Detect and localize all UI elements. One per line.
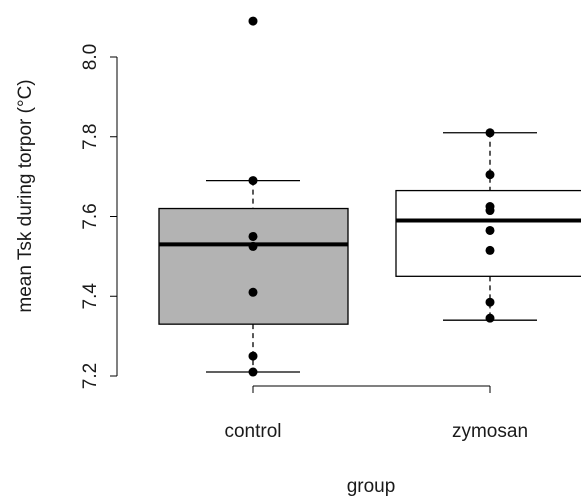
y-tick-label: 7.4: [80, 283, 101, 310]
data-point: [248, 367, 258, 377]
x-axis-title: group: [347, 476, 396, 496]
y-axis-title: mean Tsk during torpor (°C): [15, 79, 36, 312]
data-point: [485, 128, 495, 138]
x-tick-label: zymosan: [452, 421, 528, 442]
box-control: [158, 179, 349, 373]
iqr-box: [158, 207, 349, 325]
x-tick-label: control: [224, 421, 281, 442]
data-point: [248, 287, 258, 297]
data-point: [485, 297, 495, 307]
y-axis: 7.2 7.4 7.6 7.8 8.0: [80, 44, 118, 389]
data-points: [248, 16, 495, 377]
boxes: [158, 132, 581, 373]
data-point: [248, 16, 258, 26]
y-tick-label: 7.2: [80, 363, 101, 389]
data-point: [248, 176, 258, 186]
data-point: [485, 206, 495, 216]
y-tick-label: 7.6: [80, 203, 101, 229]
y-tick-label: 8.0: [80, 44, 101, 70]
data-point: [485, 225, 495, 235]
x-axis: control zymosan: [224, 385, 528, 442]
data-point: [485, 313, 495, 323]
y-tick-label: 7.8: [80, 124, 101, 150]
data-point: [248, 231, 258, 241]
data-point: [248, 241, 258, 251]
data-point: [485, 245, 495, 255]
data-point: [485, 170, 495, 180]
data-point: [248, 351, 258, 361]
